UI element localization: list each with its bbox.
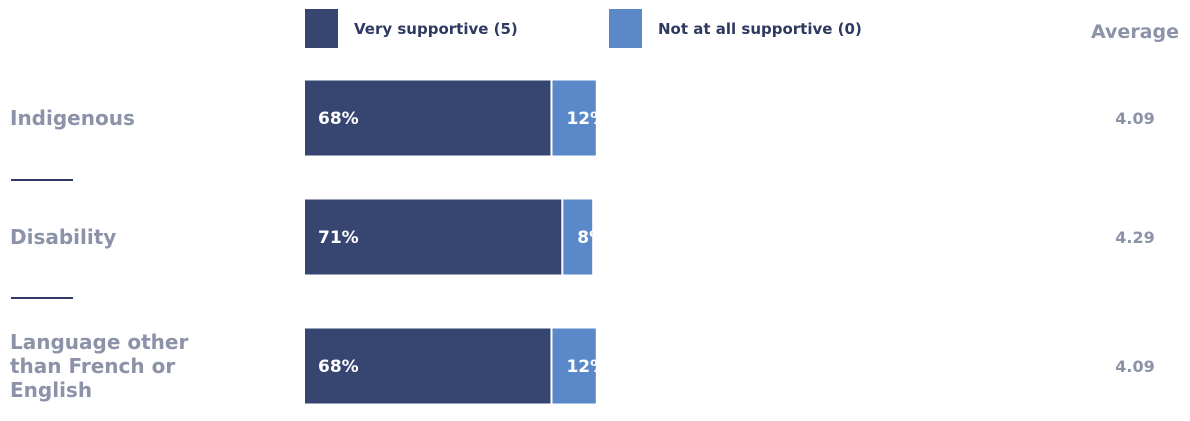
bar-label-1-series-1: 8% bbox=[577, 228, 606, 248]
legend-label-0: Very supportive (5) bbox=[354, 20, 518, 38]
bar-0-series-0 bbox=[305, 80, 551, 156]
category-label-2: Language other than French or English bbox=[10, 330, 188, 402]
average-column-header: Average bbox=[1091, 21, 1179, 43]
bar-2-series-1 bbox=[552, 328, 596, 404]
legend-label-1: Not at all supportive (0) bbox=[658, 20, 862, 38]
chart-row-1: Disability 71% 8% 4.29 bbox=[10, 199, 1155, 275]
bar-label-1-series-0: 71% bbox=[318, 228, 359, 248]
bar-0-series-1 bbox=[552, 80, 596, 156]
legend-swatch-1 bbox=[609, 9, 642, 48]
bar-label-2-series-1: 12% bbox=[566, 357, 607, 377]
average-value-2: 4.09 bbox=[1115, 357, 1154, 376]
average-value-0: 4.09 bbox=[1115, 109, 1154, 128]
bar-label-0-series-1: 12% bbox=[566, 109, 607, 129]
average-value-1: 4.29 bbox=[1115, 228, 1154, 247]
category-label-0: Indigenous bbox=[10, 106, 135, 130]
bar-label-2-series-0: 68% bbox=[318, 357, 359, 377]
row-separators bbox=[11, 179, 73, 299]
bar-1-series-0 bbox=[305, 199, 562, 275]
bar-2-series-0 bbox=[305, 328, 551, 404]
legend-swatch-0 bbox=[305, 9, 338, 48]
chart-row-0: Indigenous 68% 12% 4.09 bbox=[10, 80, 1155, 156]
bar-label-0-series-0: 68% bbox=[318, 109, 359, 129]
chart-rows: Indigenous 68% 12% 4.09 Disability 71% 8% 4.29 L… bbox=[10, 80, 1155, 404]
legend: Very supportive (5) Not at all supportive… bbox=[305, 9, 862, 48]
bar-1-series-1 bbox=[563, 199, 593, 275]
category-label-1: Disability bbox=[10, 225, 116, 249]
chart-row-2: Language other than French or English 68% 12… bbox=[10, 328, 1155, 404]
